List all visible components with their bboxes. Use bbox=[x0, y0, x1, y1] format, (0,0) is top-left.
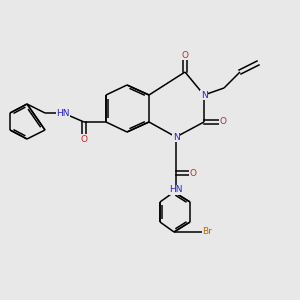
Text: Br: Br bbox=[202, 227, 212, 236]
Text: O: O bbox=[220, 118, 226, 127]
Text: HN: HN bbox=[169, 185, 183, 194]
Text: O: O bbox=[182, 50, 188, 59]
Text: O: O bbox=[80, 134, 88, 143]
Text: N: N bbox=[172, 133, 179, 142]
Text: HN: HN bbox=[56, 109, 70, 118]
Text: N: N bbox=[201, 91, 207, 100]
Text: O: O bbox=[190, 169, 196, 178]
